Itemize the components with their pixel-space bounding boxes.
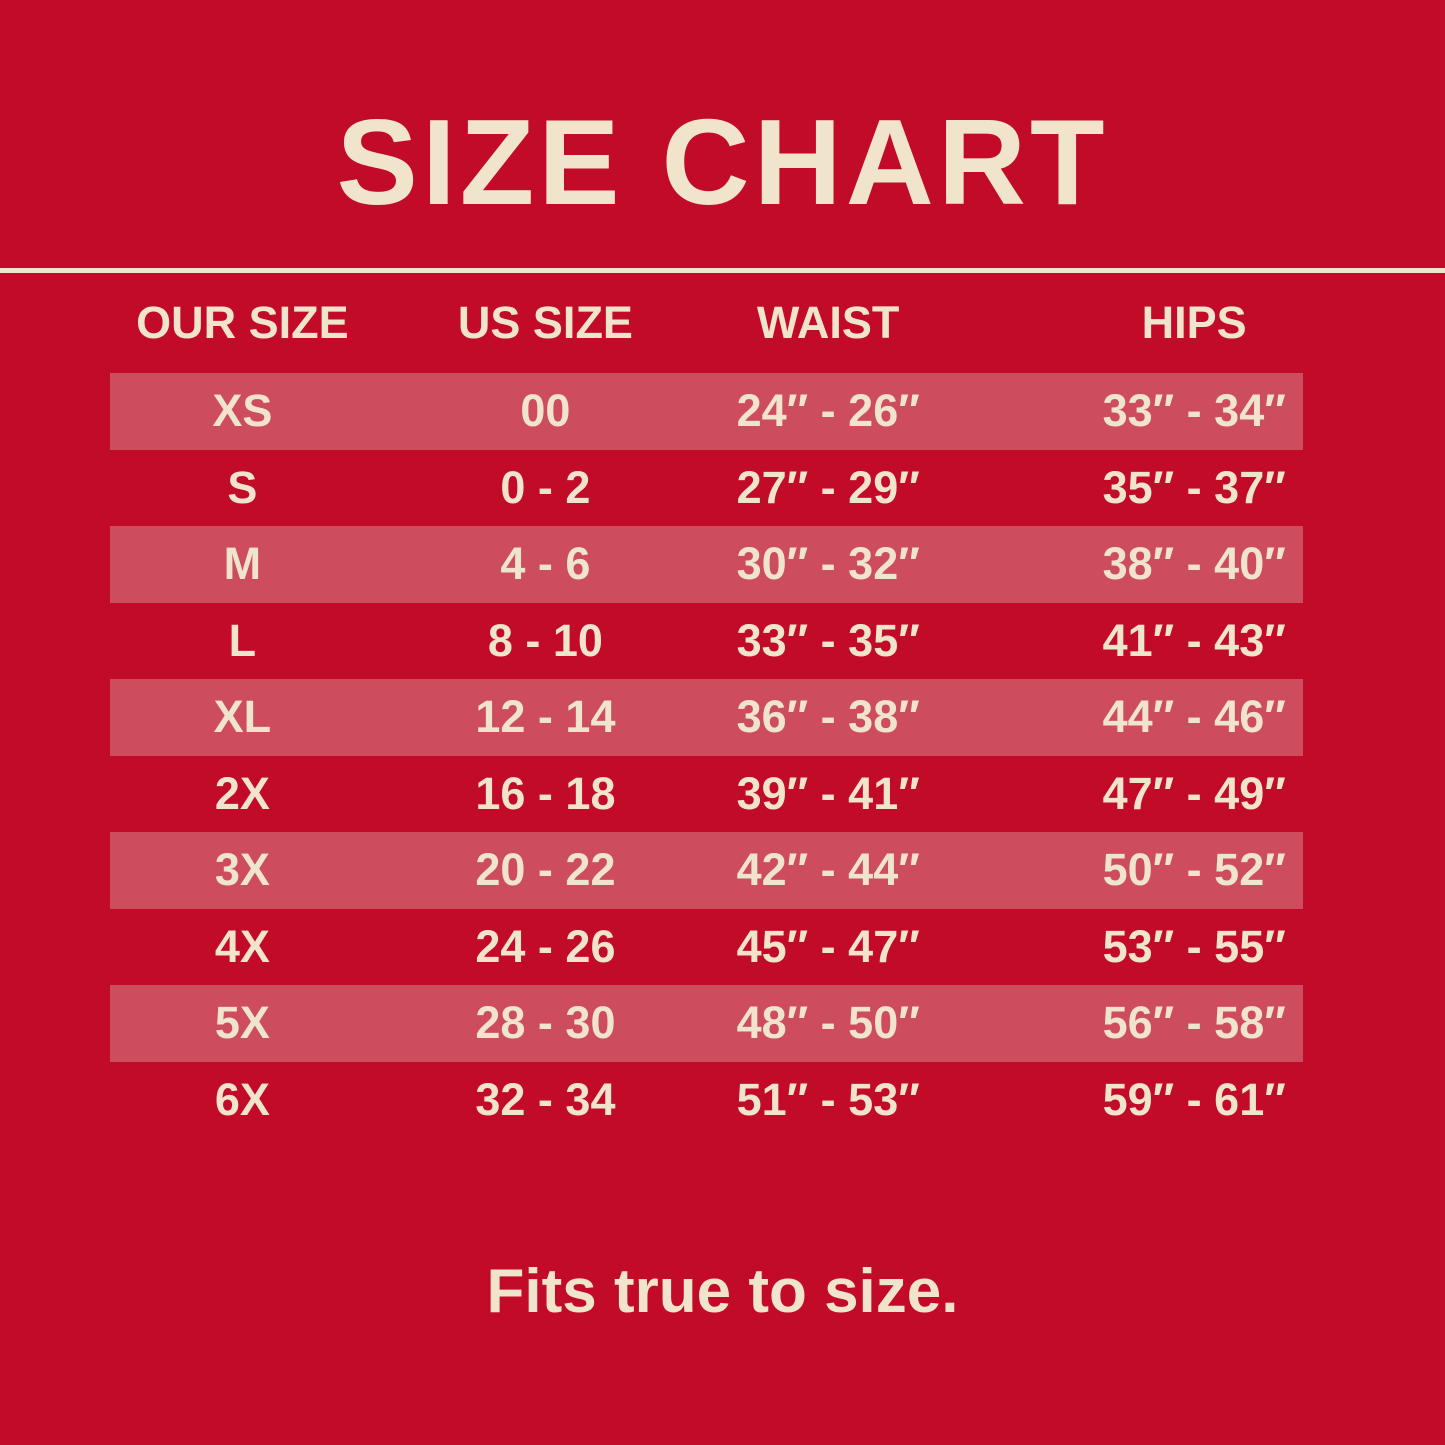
us-size-cell: 4 - 6 — [500, 538, 591, 590]
table-header-row: OUR SIZE US SIZE WAIST HIPS — [110, 273, 1303, 373]
table-row-6x: 6X 32 - 34 51″ - 53″ 59″ - 61″ — [110, 1062, 1303, 1139]
table-row-5x: 5X 28 - 30 48″ - 50″ 56″ - 58″ — [110, 985, 1303, 1062]
hips-cell: 33″ - 34″ — [1102, 385, 1286, 437]
table-row-xs: XS 00 24″ - 26″ 33″ - 34″ — [110, 373, 1303, 450]
table-row-4x: 4X 24 - 26 45″ - 47″ 53″ - 55″ — [110, 909, 1303, 986]
waist-cell: 42″ - 44″ — [736, 844, 920, 896]
hips-cell: 50″ - 52″ — [1102, 844, 1286, 896]
us-size-cell: 32 - 34 — [475, 1073, 616, 1125]
us-size-cell: 20 - 22 — [475, 844, 616, 896]
divider-line — [0, 268, 1445, 274]
waist-cell: 30″ - 32″ — [736, 538, 920, 590]
hips-cell: 53″ - 55″ — [1102, 920, 1286, 972]
our-size-cell: 2X — [214, 767, 270, 819]
our-size-cell: L — [228, 614, 257, 666]
table-row-xl: XL 12 - 14 36″ - 38″ 44″ - 46″ — [110, 679, 1303, 756]
hips-cell: 59″ - 61″ — [1102, 1073, 1286, 1125]
table-row-l: L 8 - 10 33″ - 35″ 41″ - 43″ — [110, 603, 1303, 680]
fit-note: Fits true to size. — [486, 1257, 959, 1327]
hips-cell: 38″ - 40″ — [1102, 538, 1286, 590]
column-header-our-size: OUR SIZE — [136, 297, 349, 349]
waist-cell: 48″ - 50″ — [736, 997, 920, 1049]
waist-cell: 27″ - 29″ — [736, 461, 920, 513]
us-size-cell: 24 - 26 — [475, 920, 616, 972]
table-row-2x: 2X 16 - 18 39″ - 41″ 47″ - 49″ — [110, 756, 1303, 833]
our-size-cell: 6X — [214, 1073, 270, 1125]
us-size-cell: 0 - 2 — [500, 461, 591, 513]
hips-cell: 41″ - 43″ — [1102, 614, 1286, 666]
hips-cell: 44″ - 46″ — [1102, 691, 1286, 743]
column-header-us-size: US SIZE — [457, 297, 633, 349]
us-size-cell: 16 - 18 — [475, 767, 616, 819]
our-size-cell: 3X — [214, 844, 270, 896]
our-size-cell: XS — [212, 385, 273, 437]
waist-cell: 51″ - 53″ — [736, 1073, 920, 1125]
column-header-hips: HIPS — [1141, 297, 1247, 349]
waist-cell: 24″ - 26″ — [736, 385, 920, 437]
waist-cell: 45″ - 47″ — [736, 920, 920, 972]
hips-cell: 56″ - 58″ — [1102, 997, 1286, 1049]
our-size-cell: 4X — [214, 920, 270, 972]
our-size-cell: M — [223, 538, 262, 590]
waist-cell: 33″ - 35″ — [736, 614, 920, 666]
waist-cell: 39″ - 41″ — [736, 767, 920, 819]
us-size-cell: 00 — [520, 385, 571, 437]
table-row-s: S 0 - 2 27″ - 29″ 35″ - 37″ — [110, 450, 1303, 527]
us-size-cell: 28 - 30 — [475, 997, 616, 1049]
us-size-cell: 8 - 10 — [487, 614, 603, 666]
size-table: OUR SIZE US SIZE WAIST HIPS XS 00 24″ - … — [110, 273, 1303, 1138]
column-header-waist: WAIST — [756, 297, 900, 349]
our-size-cell: 5X — [214, 997, 270, 1049]
us-size-cell: 12 - 14 — [475, 691, 616, 743]
our-size-cell: XL — [213, 691, 272, 743]
our-size-cell: S — [227, 461, 258, 513]
table-row-3x: 3X 20 - 22 42″ - 44″ 50″ - 52″ — [110, 832, 1303, 909]
hips-cell: 35″ - 37″ — [1102, 461, 1286, 513]
waist-cell: 36″ - 38″ — [736, 691, 920, 743]
hips-cell: 47″ - 49″ — [1102, 767, 1286, 819]
table-row-m: M 4 - 6 30″ - 32″ 38″ - 40″ — [110, 526, 1303, 603]
page-title: SIZE CHART — [336, 94, 1109, 230]
